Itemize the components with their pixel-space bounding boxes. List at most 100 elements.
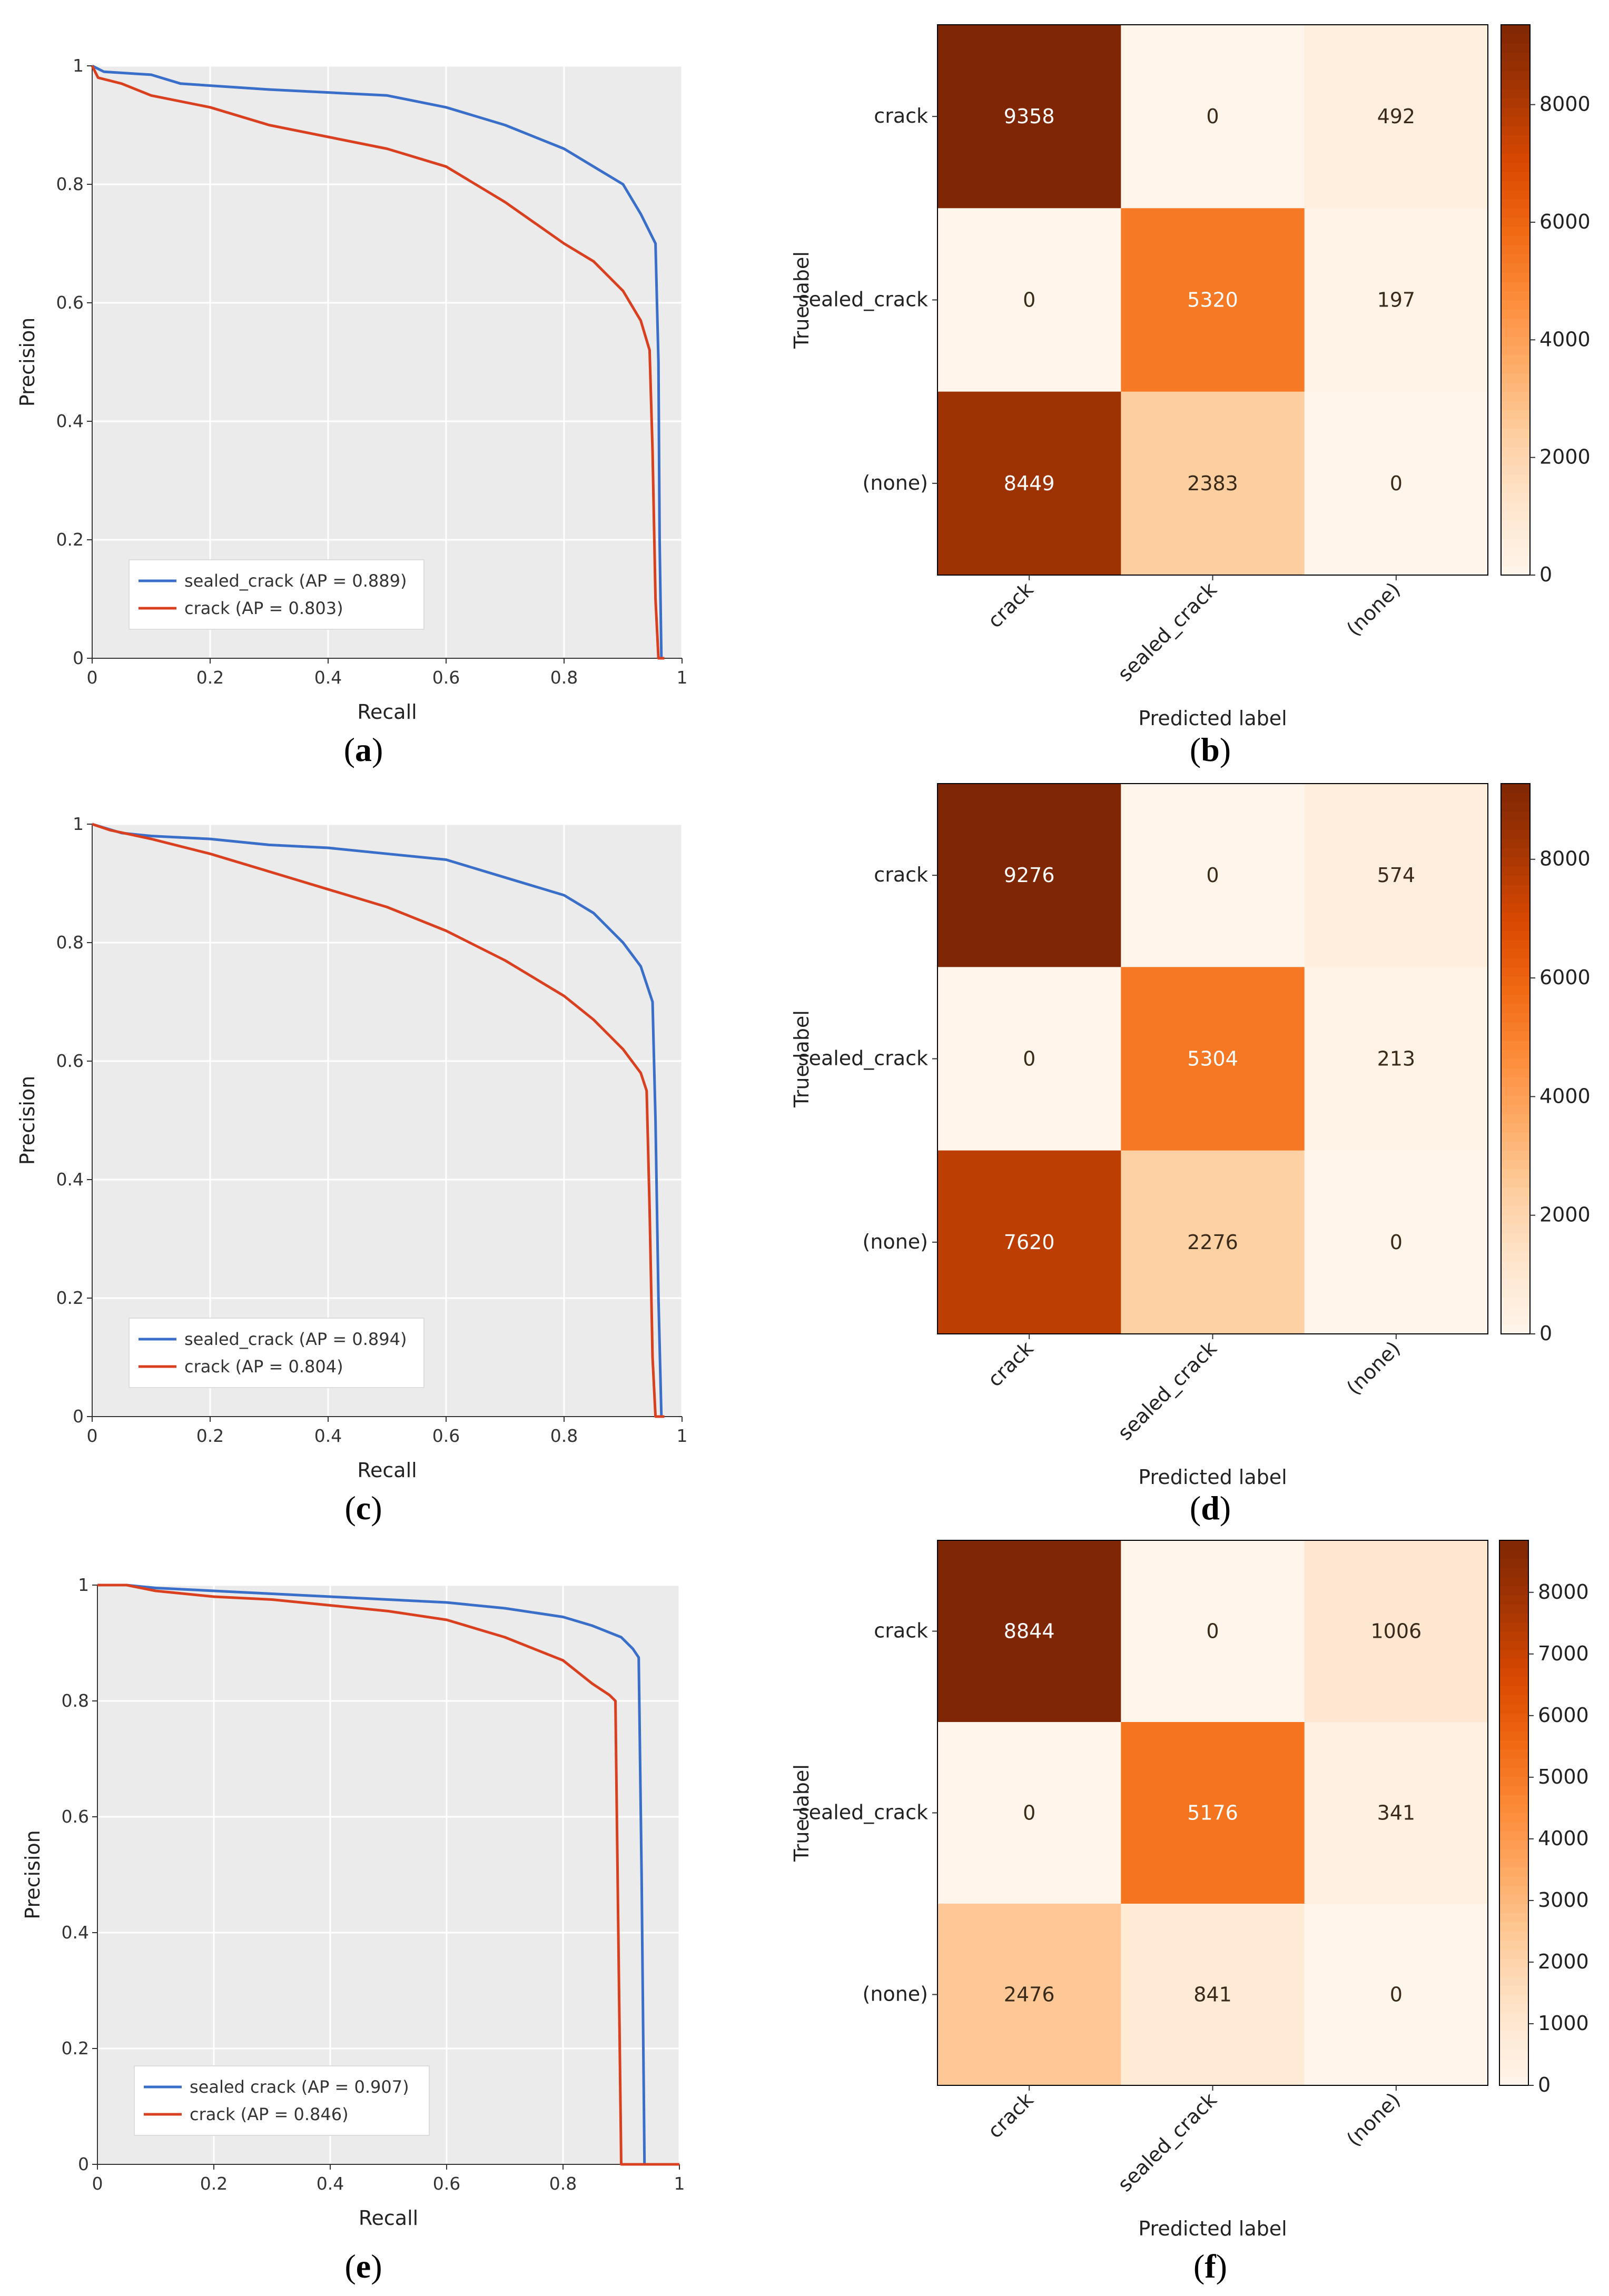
matrix-cell bbox=[1304, 1150, 1488, 1334]
x-tick-label: 0 bbox=[92, 2173, 103, 2194]
x-tick-label: 0.4 bbox=[314, 667, 342, 688]
colorbar-segment bbox=[1501, 1279, 1530, 1289]
matrix-cell bbox=[1121, 25, 1305, 209]
matrix-cell-value: 8449 bbox=[1004, 472, 1055, 495]
row-label: (none) bbox=[863, 1230, 928, 1253]
row-label: sealed_crack bbox=[798, 288, 928, 311]
colorbar-segment bbox=[1501, 98, 1530, 108]
matrix-cell-value: 0 bbox=[1206, 1620, 1219, 1643]
panel-label-f: (f) bbox=[1193, 2248, 1227, 2285]
x-tick-label: 0.8 bbox=[549, 2173, 577, 2194]
colorbar-segment bbox=[1501, 820, 1530, 830]
colorbar-tick-label: 0 bbox=[1538, 2073, 1551, 2096]
colorbar-border bbox=[1501, 783, 1531, 1334]
colorbar-segment bbox=[1501, 300, 1530, 310]
colorbar-segment bbox=[1499, 1931, 1528, 1941]
colorbar-tick-label: 8000 bbox=[1539, 93, 1591, 116]
y-tick-label: 0.4 bbox=[62, 1922, 89, 1943]
panel-label-close-paren: ) bbox=[1216, 2248, 1227, 2285]
colorbar-segment bbox=[1501, 884, 1530, 894]
matrix-cell bbox=[937, 1540, 1121, 1723]
y-axis-label: True label bbox=[790, 1764, 813, 1862]
panel-label-letter: f bbox=[1205, 2248, 1216, 2285]
x-axis-label: Predicted label bbox=[1138, 707, 1287, 730]
colorbar-tick-label: 3000 bbox=[1538, 1888, 1589, 1912]
colorbar-segment bbox=[1501, 382, 1530, 392]
matrix-cell-value: 841 bbox=[1193, 1983, 1232, 2006]
colorbar-segment bbox=[1499, 1686, 1528, 1696]
y-tick-label: 1 bbox=[73, 55, 84, 76]
y-tick-label: 0.6 bbox=[56, 292, 84, 313]
matrix-cell bbox=[937, 1904, 1121, 2086]
panel-label-close-paren: ) bbox=[371, 2248, 382, 2285]
colorbar-segment bbox=[1501, 1141, 1530, 1151]
colorbar-tick-label: 4000 bbox=[1538, 1827, 1589, 1850]
colorbar-segment bbox=[1501, 437, 1530, 447]
colorbar-segment bbox=[1501, 948, 1530, 958]
matrix-cell-value: 9276 bbox=[1004, 864, 1055, 887]
colorbar-segment bbox=[1501, 337, 1530, 347]
colorbar-segment bbox=[1499, 1894, 1528, 1904]
legend: sealed_crack (AP = 0.889) crack (AP = 0.8… bbox=[129, 559, 425, 630]
y-tick-label: 0.6 bbox=[56, 1051, 84, 1071]
colorbar-segment bbox=[1501, 1297, 1530, 1307]
colorbar-segment bbox=[1501, 1233, 1530, 1243]
y-axis-label: Precision bbox=[16, 318, 39, 407]
colorbar-segment bbox=[1501, 538, 1530, 548]
colorbar-segment bbox=[1499, 1949, 1528, 1959]
row-label: crack bbox=[874, 863, 928, 886]
colorbar-segment bbox=[1499, 1631, 1528, 1641]
colorbar-segment bbox=[1501, 1242, 1530, 1252]
colorbar-segment bbox=[1501, 217, 1530, 227]
matrix-cell-value: 0 bbox=[1023, 1802, 1035, 1825]
legend: sealed_crack (AP = 0.894) crack (AP = 0.8… bbox=[129, 1318, 425, 1388]
colorbar-segment bbox=[1501, 226, 1530, 236]
col-label: sealed_crack bbox=[1113, 578, 1221, 686]
matrix-cell-value: 492 bbox=[1377, 105, 1416, 128]
colorbar-segment bbox=[1501, 410, 1530, 420]
colorbar-segment bbox=[1501, 25, 1530, 35]
colorbar-segment bbox=[1501, 957, 1530, 968]
colorbar-segment bbox=[1501, 327, 1530, 337]
colorbar-segment bbox=[1501, 456, 1530, 466]
colorbar-segment bbox=[1501, 391, 1530, 401]
matrix-cell bbox=[1304, 25, 1488, 209]
x-tick-label: 0.8 bbox=[550, 667, 578, 688]
matrix-cell bbox=[937, 391, 1121, 576]
colorbar-segment bbox=[1501, 474, 1530, 484]
colorbar-tick-label: 6000 bbox=[1538, 1704, 1589, 1727]
colorbar-segment bbox=[1499, 1622, 1528, 1632]
colorbar-segment bbox=[1501, 34, 1530, 44]
colorbar-segment bbox=[1499, 1667, 1528, 1677]
col-label: (none) bbox=[1342, 1337, 1405, 1399]
colorbar-segment bbox=[1499, 1586, 1528, 1596]
colorbar-segment bbox=[1499, 1858, 1528, 1868]
matrix-cell-value: 2383 bbox=[1187, 472, 1238, 495]
matrix-cell-value: 341 bbox=[1377, 1802, 1416, 1825]
panel-label-d: (d) bbox=[1190, 1489, 1231, 1527]
matrix-cell bbox=[1121, 784, 1305, 967]
colorbar-segment bbox=[1501, 1132, 1530, 1142]
colorbar-segment bbox=[1499, 1740, 1528, 1750]
matrix-cell bbox=[1304, 1722, 1488, 1904]
colorbar-tick-label: 8000 bbox=[1538, 1580, 1589, 1604]
colorbar-segment bbox=[1501, 52, 1530, 62]
colorbar-segment bbox=[1501, 135, 1530, 145]
colorbar-segment bbox=[1501, 1251, 1530, 1261]
col-label: crack bbox=[983, 1337, 1038, 1391]
legend-label-sealed_crack: sealed crack (AP = 0.907) bbox=[190, 2077, 409, 2097]
confusion-matrix-d: 9276 0 574 0 5304 213 7620 2276 0 crack sealed_cra… bbox=[790, 783, 1591, 1489]
x-axis-label: Predicted label bbox=[1138, 1466, 1287, 1489]
colorbar-border bbox=[1501, 24, 1531, 576]
colorbar-segment bbox=[1499, 1940, 1528, 1950]
legend: sealed crack (AP = 0.907) crack (AP = 0.8… bbox=[134, 2065, 430, 2136]
colorbar-segment bbox=[1499, 1876, 1528, 1886]
colorbar-tick-label: 0 bbox=[1539, 1322, 1552, 1345]
colorbar-segment bbox=[1501, 912, 1530, 922]
colorbar-segment bbox=[1499, 1994, 1528, 2004]
colorbar-segment bbox=[1501, 465, 1530, 475]
pr-chart-e: 0 0.2 0.4 0.6 0.8 1 0 0.2 0.4 0.6 0.8 1 Recall Precis… bbox=[21, 1575, 685, 2230]
colorbar-segment bbox=[1501, 190, 1530, 200]
colorbar-segment bbox=[1501, 153, 1530, 163]
colorbar-segment bbox=[1499, 1804, 1528, 1814]
